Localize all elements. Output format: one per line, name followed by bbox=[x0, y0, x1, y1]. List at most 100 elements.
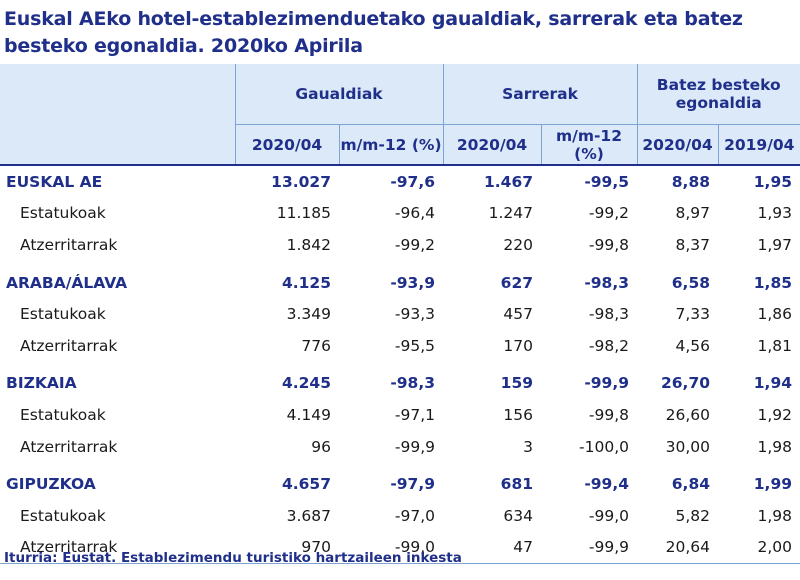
table-cell: 4,56 bbox=[675, 336, 711, 355]
row-label: EUSKAL AE bbox=[6, 172, 103, 191]
table-row: Atzerritarrak 96 -99,9 3 -100,0 30,00 1,98 bbox=[0, 431, 800, 463]
table-cell: -95,5 bbox=[394, 336, 436, 355]
table-cell: 1,97 bbox=[757, 235, 793, 254]
table-cell: 634 bbox=[503, 506, 534, 525]
table-cell: -98,2 bbox=[588, 336, 630, 355]
table-cell: 1,95 bbox=[753, 172, 793, 191]
row-label: Estatukoak bbox=[20, 506, 106, 525]
table-cell: 457 bbox=[503, 305, 534, 324]
page-title: Euskal AEko hotel-establezimenduetako ga… bbox=[4, 8, 743, 57]
table-cell: -97,1 bbox=[394, 405, 436, 424]
table-cell: 1.842 bbox=[286, 235, 331, 254]
table-cell: 776 bbox=[301, 336, 331, 355]
table-row: BIZKAIA 4.245 -98,3 159 -99,9 26,70 1,94 bbox=[0, 362, 800, 400]
table-cell: 11.185 bbox=[276, 204, 331, 223]
header-blank bbox=[0, 124, 235, 166]
table-cell: 2,00 bbox=[718, 531, 800, 565]
table-cell: -99,2 bbox=[588, 204, 630, 223]
table-row: Estatukoak 4.149 -97,1 156 -99,8 26,60 1,92 bbox=[0, 399, 800, 431]
table-cell: -97,6 bbox=[390, 172, 436, 191]
subheader: 2020/04 bbox=[234, 124, 339, 166]
row-label: ARABA/ÁLAVA bbox=[6, 273, 128, 292]
table-cell: 8,88 bbox=[671, 172, 711, 191]
table-cell: 1.247 bbox=[488, 204, 534, 223]
table-cell: 1,98 bbox=[757, 506, 793, 525]
table-row: Atzerritarrak 776 -95,5 170 -98,2 4,56 1,81 bbox=[0, 330, 800, 362]
table-row: EUSKAL AE 13.027 -97,6 1.467 -99,5 8,88 1,95 bbox=[0, 165, 800, 198]
table-cell: -98,3 bbox=[584, 273, 630, 292]
table-row: Estatukoak 11.185 -96,4 1.247 -99,2 8,97 1,93 bbox=[0, 198, 800, 230]
table-cell: 1,92 bbox=[757, 405, 793, 424]
row-label: Estatukoak bbox=[20, 405, 106, 424]
table-cell: 1,81 bbox=[757, 336, 793, 355]
table-cell: 8,97 bbox=[675, 204, 711, 223]
table-cell: 13.027 bbox=[271, 172, 331, 191]
table-cell: 4.125 bbox=[281, 273, 331, 292]
table-cell: 3 bbox=[523, 437, 534, 456]
header-sarrerak: Sarrerak bbox=[442, 64, 638, 125]
row-label: Estatukoak bbox=[20, 204, 106, 223]
row-label: BIZKAIA bbox=[6, 374, 77, 393]
table-cell: -98,3 bbox=[588, 305, 630, 324]
table-cell: 1,86 bbox=[757, 305, 793, 324]
table-cell: 26,60 bbox=[665, 405, 711, 424]
table-cell: 5,82 bbox=[675, 506, 711, 525]
row-label: Atzerritarrak bbox=[20, 437, 118, 456]
table-cell: 26,70 bbox=[660, 374, 711, 393]
row-label: GIPUZKOA bbox=[6, 475, 96, 494]
subheader: 2020/04 bbox=[636, 124, 719, 166]
header-gaualdiak: Gaualdiak bbox=[234, 64, 444, 125]
row-label: Atzerritarrak bbox=[20, 336, 118, 355]
table-cell: -99,9 bbox=[394, 437, 436, 456]
table-row: Estatukoak 3.687 -97,0 634 -99,0 5,82 1,98 bbox=[0, 500, 800, 532]
table-cell: 970 bbox=[235, 531, 339, 565]
table-cell: 3.687 bbox=[286, 506, 331, 525]
source-note: Iturria: Eustat. Establezimendu turistik… bbox=[4, 550, 462, 566]
table-cell: 4.149 bbox=[286, 405, 331, 424]
table-cell: -100,0 bbox=[579, 437, 630, 456]
table-cell: 3.349 bbox=[286, 305, 331, 324]
table-cell: -99,9 bbox=[541, 531, 638, 565]
table-cell: 96 bbox=[311, 437, 331, 456]
table-cell: -99,2 bbox=[394, 235, 436, 254]
table-cell: -99,9 bbox=[584, 374, 630, 393]
table-row: ARABA/ÁLAVA 4.125 -93,9 627 -98,3 6,58 1,85 bbox=[0, 261, 800, 299]
table-cell: -99,8 bbox=[588, 405, 630, 424]
subheader: 2019/04 bbox=[717, 124, 800, 166]
table-cell: 159 bbox=[500, 374, 534, 393]
table-cell: 30,00 bbox=[665, 437, 711, 456]
table-cell: 627 bbox=[500, 273, 534, 292]
table-cell: 220 bbox=[503, 235, 534, 254]
table-row: Atzerritarrak 970 -99,0 47 -99,9 20,64 2,00 bbox=[0, 531, 800, 565]
table-cell: 681 bbox=[500, 475, 534, 494]
table-cell: -97,0 bbox=[394, 506, 436, 525]
table-cell: -99,0 bbox=[588, 506, 630, 525]
table-cell: 1,85 bbox=[753, 273, 793, 292]
header-egonaldia: Batez besteko egonaldia bbox=[636, 64, 800, 125]
table-cell: -99,5 bbox=[584, 172, 630, 191]
row-label: Atzerritarrak bbox=[0, 531, 235, 565]
table-cell: -99,4 bbox=[584, 475, 630, 494]
table-cell: 47 bbox=[443, 531, 542, 565]
table-cell: 1,93 bbox=[757, 204, 793, 223]
subheader: m/m-12 (%) bbox=[540, 124, 638, 166]
table-cell: 6,58 bbox=[671, 273, 711, 292]
table-cell: -93,9 bbox=[390, 273, 436, 292]
table-cell: 1,98 bbox=[757, 437, 793, 456]
data-table: Gaualdiak Sarrerak Batez besteko egonald… bbox=[0, 64, 800, 565]
table-cell: 1,99 bbox=[753, 475, 793, 494]
table-cell: 7,33 bbox=[675, 305, 711, 324]
subheader: 2020/04 bbox=[442, 124, 542, 166]
subheader: m/m-12 (%) bbox=[338, 124, 444, 166]
table-cell: 8,37 bbox=[675, 235, 711, 254]
table-cell: 6,84 bbox=[671, 475, 711, 494]
table-cell: 4.657 bbox=[281, 475, 331, 494]
row-label: Atzerritarrak bbox=[20, 235, 118, 254]
table-cell: 1.467 bbox=[483, 172, 534, 191]
row-label: Estatukoak bbox=[20, 305, 106, 324]
table-cell: -99,8 bbox=[588, 235, 630, 254]
table-cell: 156 bbox=[503, 405, 534, 424]
table-cell: 170 bbox=[503, 336, 534, 355]
table-cell: -97,9 bbox=[390, 475, 436, 494]
table-row: GIPUZKOA 4.657 -97,9 681 -99,4 6,84 1,99 bbox=[0, 462, 800, 500]
